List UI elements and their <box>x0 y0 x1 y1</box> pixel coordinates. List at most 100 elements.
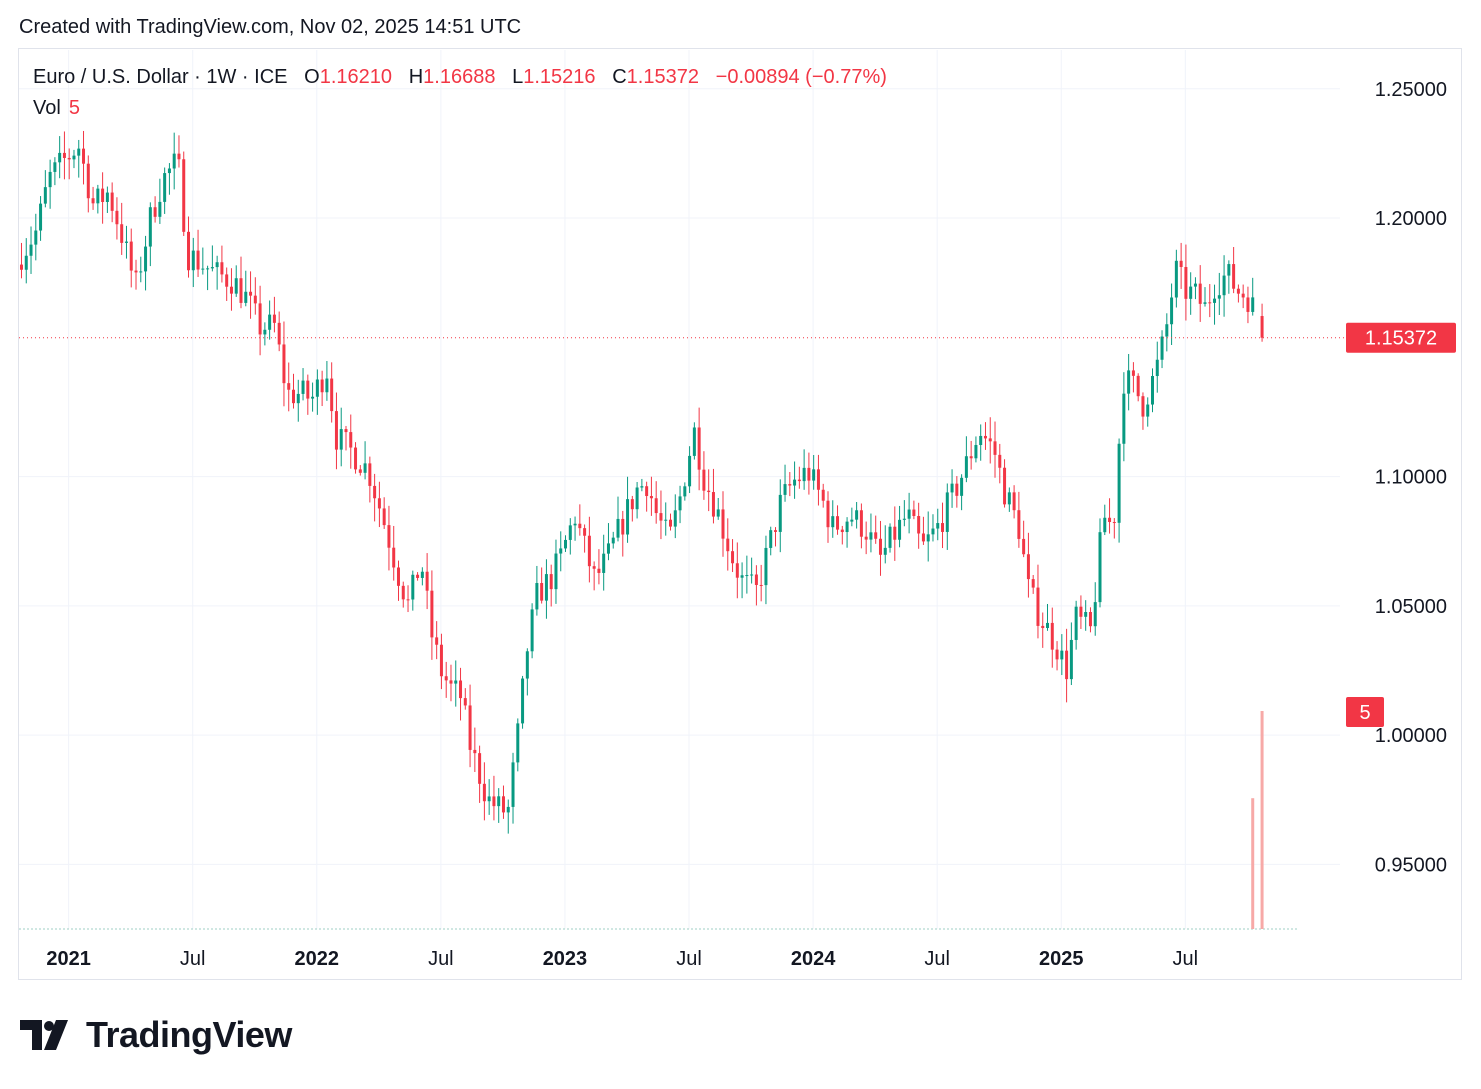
candle-down <box>669 519 673 527</box>
candle-down <box>759 584 763 586</box>
candle-up <box>163 173 167 202</box>
candle-down <box>1088 612 1092 627</box>
candle-up <box>926 534 930 542</box>
candle-up <box>1122 393 1126 444</box>
candle-down <box>912 509 916 517</box>
candle-down <box>1050 622 1054 650</box>
candle-down <box>1041 625 1045 629</box>
candle-up <box>53 162 57 172</box>
candle-down <box>816 469 820 490</box>
candle-down <box>401 585 405 600</box>
candle-up <box>573 523 577 526</box>
candle-up <box>898 519 902 540</box>
high-value: 1.16688 <box>423 66 496 88</box>
candle-down <box>893 526 897 540</box>
candle-up <box>1222 275 1226 296</box>
candle-down <box>239 278 243 303</box>
candle-up <box>664 519 668 521</box>
candle-down <box>416 574 420 578</box>
low-label: L <box>512 66 524 88</box>
candle-up <box>105 192 109 202</box>
candle-up <box>530 609 534 652</box>
candle-down <box>1179 260 1183 268</box>
candle-up <box>167 168 171 174</box>
tradingview-logo[interactable]: TradingView <box>20 1014 292 1056</box>
candle-up <box>1074 606 1078 640</box>
candle-down <box>101 188 105 202</box>
x-tick-label: 2022 <box>295 948 340 970</box>
candle-down <box>368 463 372 486</box>
candle-up <box>783 484 787 495</box>
candle-down <box>597 568 601 573</box>
candle-up <box>411 574 415 600</box>
x-tick-label: 2025 <box>1039 948 1084 970</box>
candle-down <box>120 224 124 243</box>
candle-up <box>268 314 272 330</box>
candle-up <box>1170 297 1174 325</box>
candle-up <box>778 494 782 532</box>
candle-up <box>945 492 949 532</box>
candle-up <box>1007 492 1011 505</box>
candle-down <box>993 441 997 455</box>
candle-up <box>521 678 525 724</box>
y-tick-label: 1.05000 <box>1375 596 1447 618</box>
candle-up <box>339 429 343 450</box>
x-tick-label: Jul <box>676 948 702 970</box>
candle-up <box>716 509 720 517</box>
candle-down <box>306 380 310 399</box>
candle-up <box>1160 336 1164 360</box>
candle-up <box>979 435 983 446</box>
candle-down <box>291 389 295 404</box>
candle-up <box>936 523 940 529</box>
candle-down <box>549 574 553 590</box>
candle-down <box>754 574 758 585</box>
candle-up <box>1127 370 1131 394</box>
candle-down <box>492 796 496 807</box>
candle-down <box>196 250 200 270</box>
candle-down <box>1246 297 1250 312</box>
candle-down <box>349 432 353 448</box>
candle-down <box>473 749 477 754</box>
candle-down <box>354 447 358 470</box>
candle-up <box>1150 376 1154 405</box>
candle-down <box>1136 375 1140 397</box>
candle-up <box>554 553 558 590</box>
candle-up <box>525 651 529 679</box>
candle-up <box>769 530 773 548</box>
candle-up <box>48 171 52 188</box>
candle-down <box>969 456 973 459</box>
candle-down <box>1012 492 1016 511</box>
candle-down <box>807 467 811 481</box>
change-value: −0.00894 (−0.77%) <box>715 66 887 88</box>
volume-tag <box>1346 697 1384 727</box>
candle-up <box>950 483 954 493</box>
volume-bar <box>1251 798 1255 929</box>
candle-up <box>139 271 143 273</box>
candle-down <box>773 530 777 532</box>
candle-down <box>864 536 868 540</box>
last-price-label: 1.15372 <box>1365 328 1437 350</box>
candle-down <box>630 499 634 510</box>
candle-up <box>158 201 162 217</box>
candle-up <box>683 486 687 497</box>
candle-down <box>377 498 381 509</box>
candle-up <box>850 519 854 522</box>
candle-up <box>1251 297 1255 312</box>
candle-down <box>1208 302 1212 304</box>
candle-up <box>902 518 906 520</box>
candle-down <box>344 429 348 433</box>
candle-down <box>387 525 391 548</box>
low-value: 1.15216 <box>523 66 596 88</box>
candle-down <box>82 148 86 164</box>
candle-down <box>277 322 281 345</box>
candle-up <box>1174 260 1178 298</box>
candle-down <box>998 454 1002 468</box>
candle-up <box>516 723 520 763</box>
x-tick-label: Jul <box>180 948 206 970</box>
candle-up <box>960 477 964 496</box>
candle-up <box>311 396 315 399</box>
candle-up <box>1189 286 1193 299</box>
candle-up <box>802 467 806 482</box>
candle-down <box>826 500 830 528</box>
